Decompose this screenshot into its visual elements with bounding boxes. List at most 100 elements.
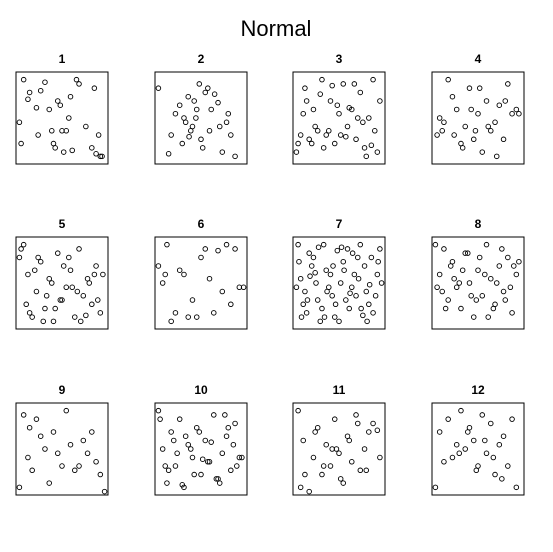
point	[502, 98, 509, 104]
point	[307, 273, 313, 279]
point	[77, 318, 84, 325]
point	[513, 106, 520, 113]
point	[67, 441, 74, 448]
main-title: Normal	[241, 16, 312, 41]
point	[476, 254, 483, 261]
point	[196, 81, 203, 87]
point	[67, 267, 74, 273]
point	[465, 429, 471, 435]
point	[490, 454, 497, 461]
point	[351, 271, 358, 278]
point	[453, 284, 460, 291]
point	[310, 106, 317, 113]
point	[222, 412, 228, 418]
point	[451, 275, 457, 282]
point	[298, 314, 305, 320]
point	[162, 271, 168, 278]
point	[459, 267, 466, 273]
point	[306, 488, 312, 495]
point	[374, 271, 381, 278]
point	[215, 247, 221, 254]
point	[189, 297, 196, 303]
point	[300, 110, 306, 117]
point	[320, 145, 327, 151]
point	[434, 284, 440, 291]
point	[196, 429, 203, 435]
point	[176, 267, 183, 273]
point	[63, 284, 70, 291]
point	[355, 275, 362, 282]
panel-title: 12	[471, 383, 485, 397]
point	[511, 263, 517, 269]
point	[360, 119, 366, 126]
point	[208, 439, 214, 445]
point	[159, 280, 166, 286]
point	[332, 301, 339, 308]
point	[50, 429, 57, 435]
point	[228, 467, 234, 474]
point	[172, 110, 179, 117]
point	[26, 310, 33, 316]
point	[302, 288, 308, 295]
point	[349, 250, 356, 256]
point	[317, 318, 324, 325]
point	[351, 81, 358, 87]
point	[179, 140, 186, 147]
point	[436, 429, 443, 435]
point	[473, 467, 480, 474]
point	[496, 263, 503, 269]
point	[239, 454, 245, 461]
point	[354, 254, 361, 261]
point	[492, 471, 498, 478]
point	[16, 484, 23, 491]
point	[334, 247, 341, 254]
point	[306, 250, 312, 256]
point	[297, 275, 304, 282]
point	[516, 110, 522, 117]
point	[346, 105, 352, 111]
point	[363, 288, 370, 295]
point	[441, 119, 447, 126]
point	[459, 145, 466, 151]
plot-box	[154, 402, 248, 496]
point	[83, 312, 89, 319]
point	[341, 267, 347, 273]
plot-box	[292, 71, 386, 165]
point	[496, 441, 503, 448]
point	[25, 271, 31, 278]
point	[466, 85, 473, 91]
point	[357, 467, 364, 474]
point	[317, 91, 324, 97]
point	[193, 424, 200, 431]
point	[37, 87, 44, 94]
point	[324, 288, 330, 295]
point	[202, 246, 209, 252]
point	[436, 115, 443, 121]
point	[377, 246, 383, 252]
point	[374, 149, 381, 155]
point	[69, 147, 75, 154]
point	[338, 244, 345, 250]
point	[293, 149, 300, 155]
point	[33, 105, 40, 111]
point	[319, 76, 325, 83]
point	[372, 293, 379, 299]
point	[170, 437, 177, 444]
point	[100, 271, 106, 278]
panel-title: 1	[59, 52, 66, 66]
point	[188, 446, 194, 452]
point	[336, 450, 342, 457]
panel-title: 9	[59, 383, 66, 397]
point	[432, 484, 439, 491]
point	[202, 437, 209, 444]
point	[216, 123, 223, 130]
point	[482, 271, 488, 278]
point	[370, 76, 376, 83]
point	[52, 145, 58, 151]
point	[76, 463, 82, 469]
point	[35, 132, 41, 138]
point	[193, 314, 200, 320]
point	[42, 446, 48, 452]
point	[42, 79, 48, 85]
